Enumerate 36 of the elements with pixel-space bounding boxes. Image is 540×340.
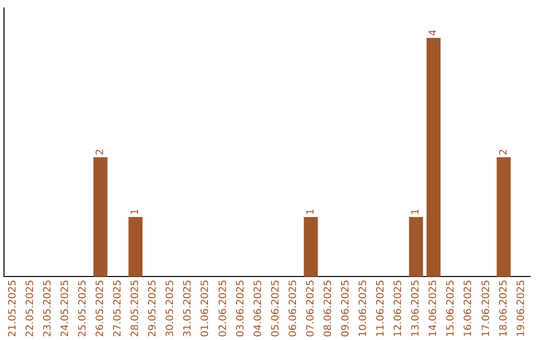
x-tick-label: 22.05.2025: [24, 280, 36, 338]
x-tick-label: 10.06.2025: [358, 280, 370, 338]
x-tick-label: 29.05.2025: [148, 280, 159, 338]
x-tick-label: 23.05.2025: [42, 280, 54, 338]
data-label: 2: [95, 148, 106, 156]
data-label: 2: [498, 148, 510, 156]
x-tick-label: 27.05.2025: [112, 280, 124, 338]
x-tick-label: 24.05.2025: [60, 280, 71, 338]
x-tick-label: 31.05.2025: [182, 280, 194, 338]
x-tick-label: 07.06.2025: [305, 280, 316, 338]
x-tick-label: 18.06.2025: [498, 280, 510, 338]
x-tick-label: 04.06.2025: [252, 280, 264, 338]
x-tick-label: 09.06.2025: [340, 280, 352, 338]
x-tick-label: 05.06.2025: [270, 280, 282, 338]
x-tick-label: 19.06.2025: [516, 280, 527, 338]
x-tick-label: 01.06.2025: [200, 280, 212, 338]
x-tick-label: 15.06.2025: [446, 280, 457, 338]
data-label: 1: [410, 208, 422, 216]
x-tick-label: 30.05.2025: [165, 280, 176, 338]
data-label: 4: [428, 29, 440, 36]
x-tick-label: 06.06.2025: [288, 280, 299, 338]
x-tick-label: 25.05.2025: [77, 280, 88, 338]
x-tick-label: 26.05.2025: [95, 280, 106, 338]
x-tick-label: 11.06.2025: [376, 280, 387, 338]
x-tick-label: 03.06.2025: [235, 280, 246, 338]
x-tick-label: 08.06.2025: [322, 280, 334, 338]
x-tick-label: 16.06.2025: [463, 280, 474, 338]
x-tick-label: 02.06.2025: [218, 280, 229, 338]
x-tick-label: 12.06.2025: [393, 280, 404, 338]
x-tick-label: 28.05.2025: [130, 280, 142, 338]
data-label: 1: [305, 208, 316, 216]
x-tick-label: 17.06.2025: [480, 280, 492, 338]
x-tick-label: 13.06.2025: [410, 280, 422, 338]
x-tick-label: 14.06.2025: [428, 280, 440, 338]
x-tick-label: 21.05.2025: [7, 280, 18, 338]
data-label: 1: [130, 208, 142, 216]
